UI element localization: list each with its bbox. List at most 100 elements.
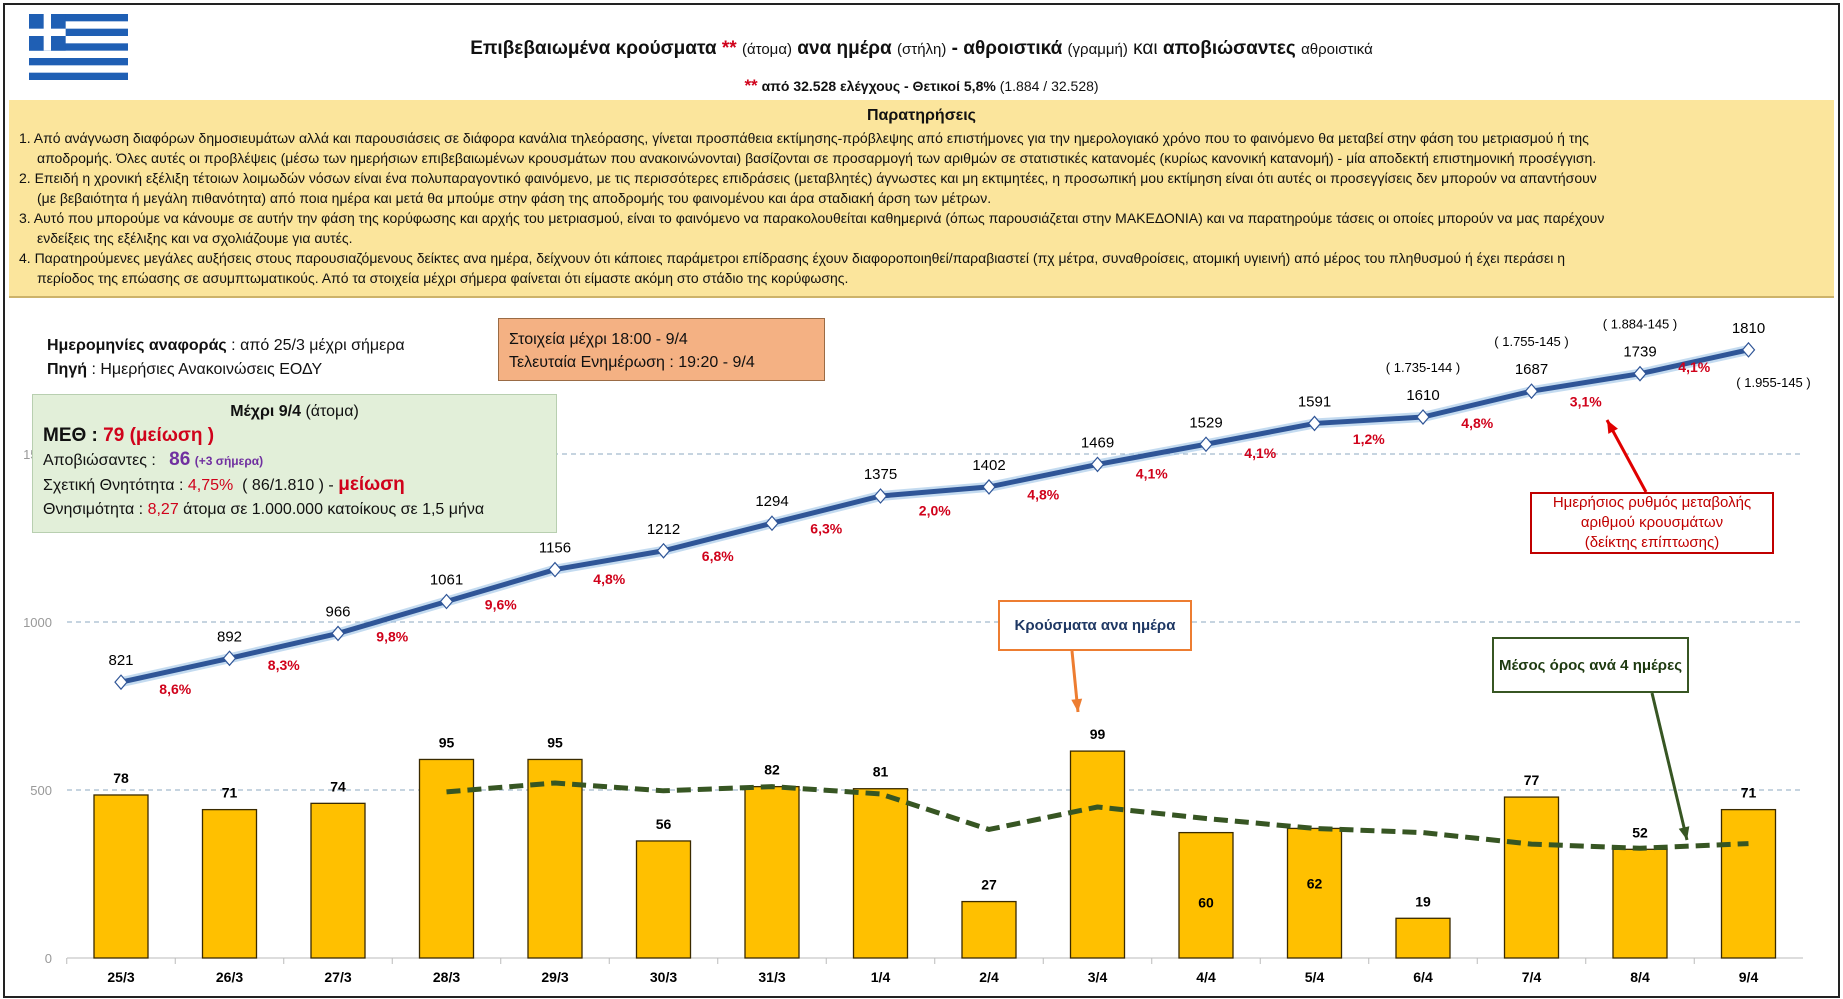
cumulative-label: 821 xyxy=(108,652,133,669)
note-line: 1. Από ανάγνωση διαφόρων δημοσιευμάτων α… xyxy=(19,130,1589,146)
bar-label: 82 xyxy=(764,762,780,778)
cases-deaths-annotation: ( 1.735-144 ) xyxy=(1386,360,1460,375)
bar-label: 71 xyxy=(222,785,238,801)
cumulative-label: 1610 xyxy=(1406,387,1439,404)
bar xyxy=(1720,808,1777,959)
bar xyxy=(418,758,475,959)
cumulative-marker xyxy=(1090,456,1105,473)
daily-callout-arrow-head xyxy=(1071,698,1083,712)
bar-label: 95 xyxy=(439,734,455,750)
bar-label: 74 xyxy=(330,778,346,794)
pct-change-label: 8,6% xyxy=(159,681,191,697)
daily-cases-callout: Κρούσματα ανα ημέρα xyxy=(998,600,1192,651)
x-tick-label: 5/4 xyxy=(1305,969,1325,985)
bar-label: 78 xyxy=(113,770,129,786)
notes-heading: Παρατηρήσεις xyxy=(866,107,976,124)
cumulative-marker xyxy=(982,479,996,495)
pct-change-label: 4,1% xyxy=(1244,445,1276,461)
x-tick-label: 27/3 xyxy=(324,969,351,985)
bar xyxy=(744,785,800,959)
cumulative-marker xyxy=(222,650,237,667)
cumulative-label: 1591 xyxy=(1298,393,1331,410)
pct-change-label: 4,1% xyxy=(1678,359,1710,375)
x-tick-label: 8/4 xyxy=(1630,969,1650,985)
cumulative-label: 1375 xyxy=(864,466,897,483)
cumulative-label: 1810 xyxy=(1732,320,1765,337)
pct-change-label: 6,8% xyxy=(702,548,734,564)
note-line: (με βεβαιότητα ή μεγάλη πιθανότητα) από … xyxy=(37,190,992,206)
rate-callout-arrow xyxy=(1605,419,1648,493)
x-tick-label: 3/4 xyxy=(1088,969,1108,985)
cumulative-marker xyxy=(765,515,779,532)
pct-change-label: 2,0% xyxy=(919,502,951,518)
moving-average-callout: Μέσος όρος ανά 4 ημέρες xyxy=(1492,637,1689,693)
bar-label: 95 xyxy=(547,734,563,750)
cumulative-label: 1156 xyxy=(539,540,571,557)
update-box: Στοιχεία μέχρι 18:00 - 9/4 Τελευταία Ενη… xyxy=(498,318,825,381)
avg-callout-arrow-head xyxy=(1678,826,1690,840)
cumulative-label: 892 xyxy=(217,628,242,645)
bar xyxy=(93,794,149,959)
x-tick-label: 30/3 xyxy=(650,969,677,985)
avg-callout-arrow xyxy=(1650,692,1689,841)
bar-label: 71 xyxy=(1741,785,1757,801)
y-tick-label: 500 xyxy=(30,783,52,798)
cumulative-label: 1402 xyxy=(972,457,1005,474)
pct-change-label: 1,2% xyxy=(1353,431,1385,447)
daily-rate-callout: Ημερήσιος ρυθμός μεταβολής αριθμού κρουσμ… xyxy=(1530,492,1774,554)
bar-label: 27 xyxy=(981,877,997,893)
cumulative-marker xyxy=(1633,365,1647,382)
y-tick-label: 0 xyxy=(45,951,52,966)
bar xyxy=(1178,831,1234,959)
bar xyxy=(961,900,1017,959)
bar xyxy=(310,802,366,959)
pct-change-label: 9,8% xyxy=(376,628,408,644)
cumulative-marker xyxy=(1307,415,1322,432)
x-tick-label: 6/4 xyxy=(1413,969,1433,985)
bar-label: 60 xyxy=(1198,895,1214,911)
x-tick-label: 4/4 xyxy=(1196,969,1216,985)
cases-deaths-annotation: ( 1.884-145 ) xyxy=(1603,317,1677,332)
pct-change-label: 4,8% xyxy=(593,571,625,587)
notes-panel: Παρατηρήσεις 1. Από ανάγνωση διαφόρων δη… xyxy=(9,100,1834,298)
bar xyxy=(1286,827,1343,959)
cumulative-marker xyxy=(656,542,671,559)
cumulative-marker xyxy=(1199,436,1213,453)
bar xyxy=(852,788,909,959)
reference-info: Ημερομηνίες αναφοράς : από 25/3 μέχρι σή… xyxy=(47,337,405,378)
cumulative-label: 1739 xyxy=(1623,344,1656,361)
bar xyxy=(1612,848,1668,959)
bar xyxy=(201,808,258,959)
note-line: περίοδος της επώασης σε ασυμπτωματικούς.… xyxy=(37,270,849,286)
cumulative-label: 1294 xyxy=(755,493,788,510)
bar xyxy=(527,758,583,959)
rate-callout-arrow-head xyxy=(1607,420,1618,434)
x-tick-label: 1/4 xyxy=(871,969,891,985)
cumulative-label: 1529 xyxy=(1189,414,1222,431)
moving-average-line xyxy=(446,780,1749,851)
cumulative-label: 1469 xyxy=(1081,434,1114,451)
pct-change-label: 8,3% xyxy=(268,657,300,673)
x-tick-label: 25/3 xyxy=(107,969,134,985)
bar xyxy=(635,840,692,959)
x-tick-label: 2/4 xyxy=(979,969,999,985)
cases-deaths-annotation: ( 1.755-145 ) xyxy=(1494,334,1568,349)
greek-flag-icon xyxy=(29,14,128,80)
cumulative-label: 966 xyxy=(325,603,350,620)
cumulative-marker xyxy=(1416,409,1430,425)
note-line: 2. Επειδή η χρονική εξέλιξη τέτοιων λοιμ… xyxy=(19,170,1597,186)
pct-change-label: 3,1% xyxy=(1570,393,1602,409)
cumulative-marker xyxy=(114,674,128,691)
subtitle: ** από 32.528 ελέγχους - Θετικοί 5,8% (1… xyxy=(744,76,1099,95)
pct-change-label: 4,8% xyxy=(1461,415,1493,431)
x-tick-label: 7/4 xyxy=(1522,969,1542,985)
cumulative-label: 1687 xyxy=(1515,361,1548,378)
bar xyxy=(1069,750,1126,959)
note-line: αποδρομής. Όλες αυτές οι προβλέψεις (μέσ… xyxy=(37,150,1597,166)
cumulative-label: 1212 xyxy=(647,521,680,538)
summary-box: Μέχρι 9/4 (άτομα) ΜΕΘ : 79 (μείωση ) Απο… xyxy=(32,394,557,533)
x-tick-label: 28/3 xyxy=(433,969,460,985)
bar-label: 99 xyxy=(1090,726,1106,742)
cumulative-marker xyxy=(548,561,562,578)
